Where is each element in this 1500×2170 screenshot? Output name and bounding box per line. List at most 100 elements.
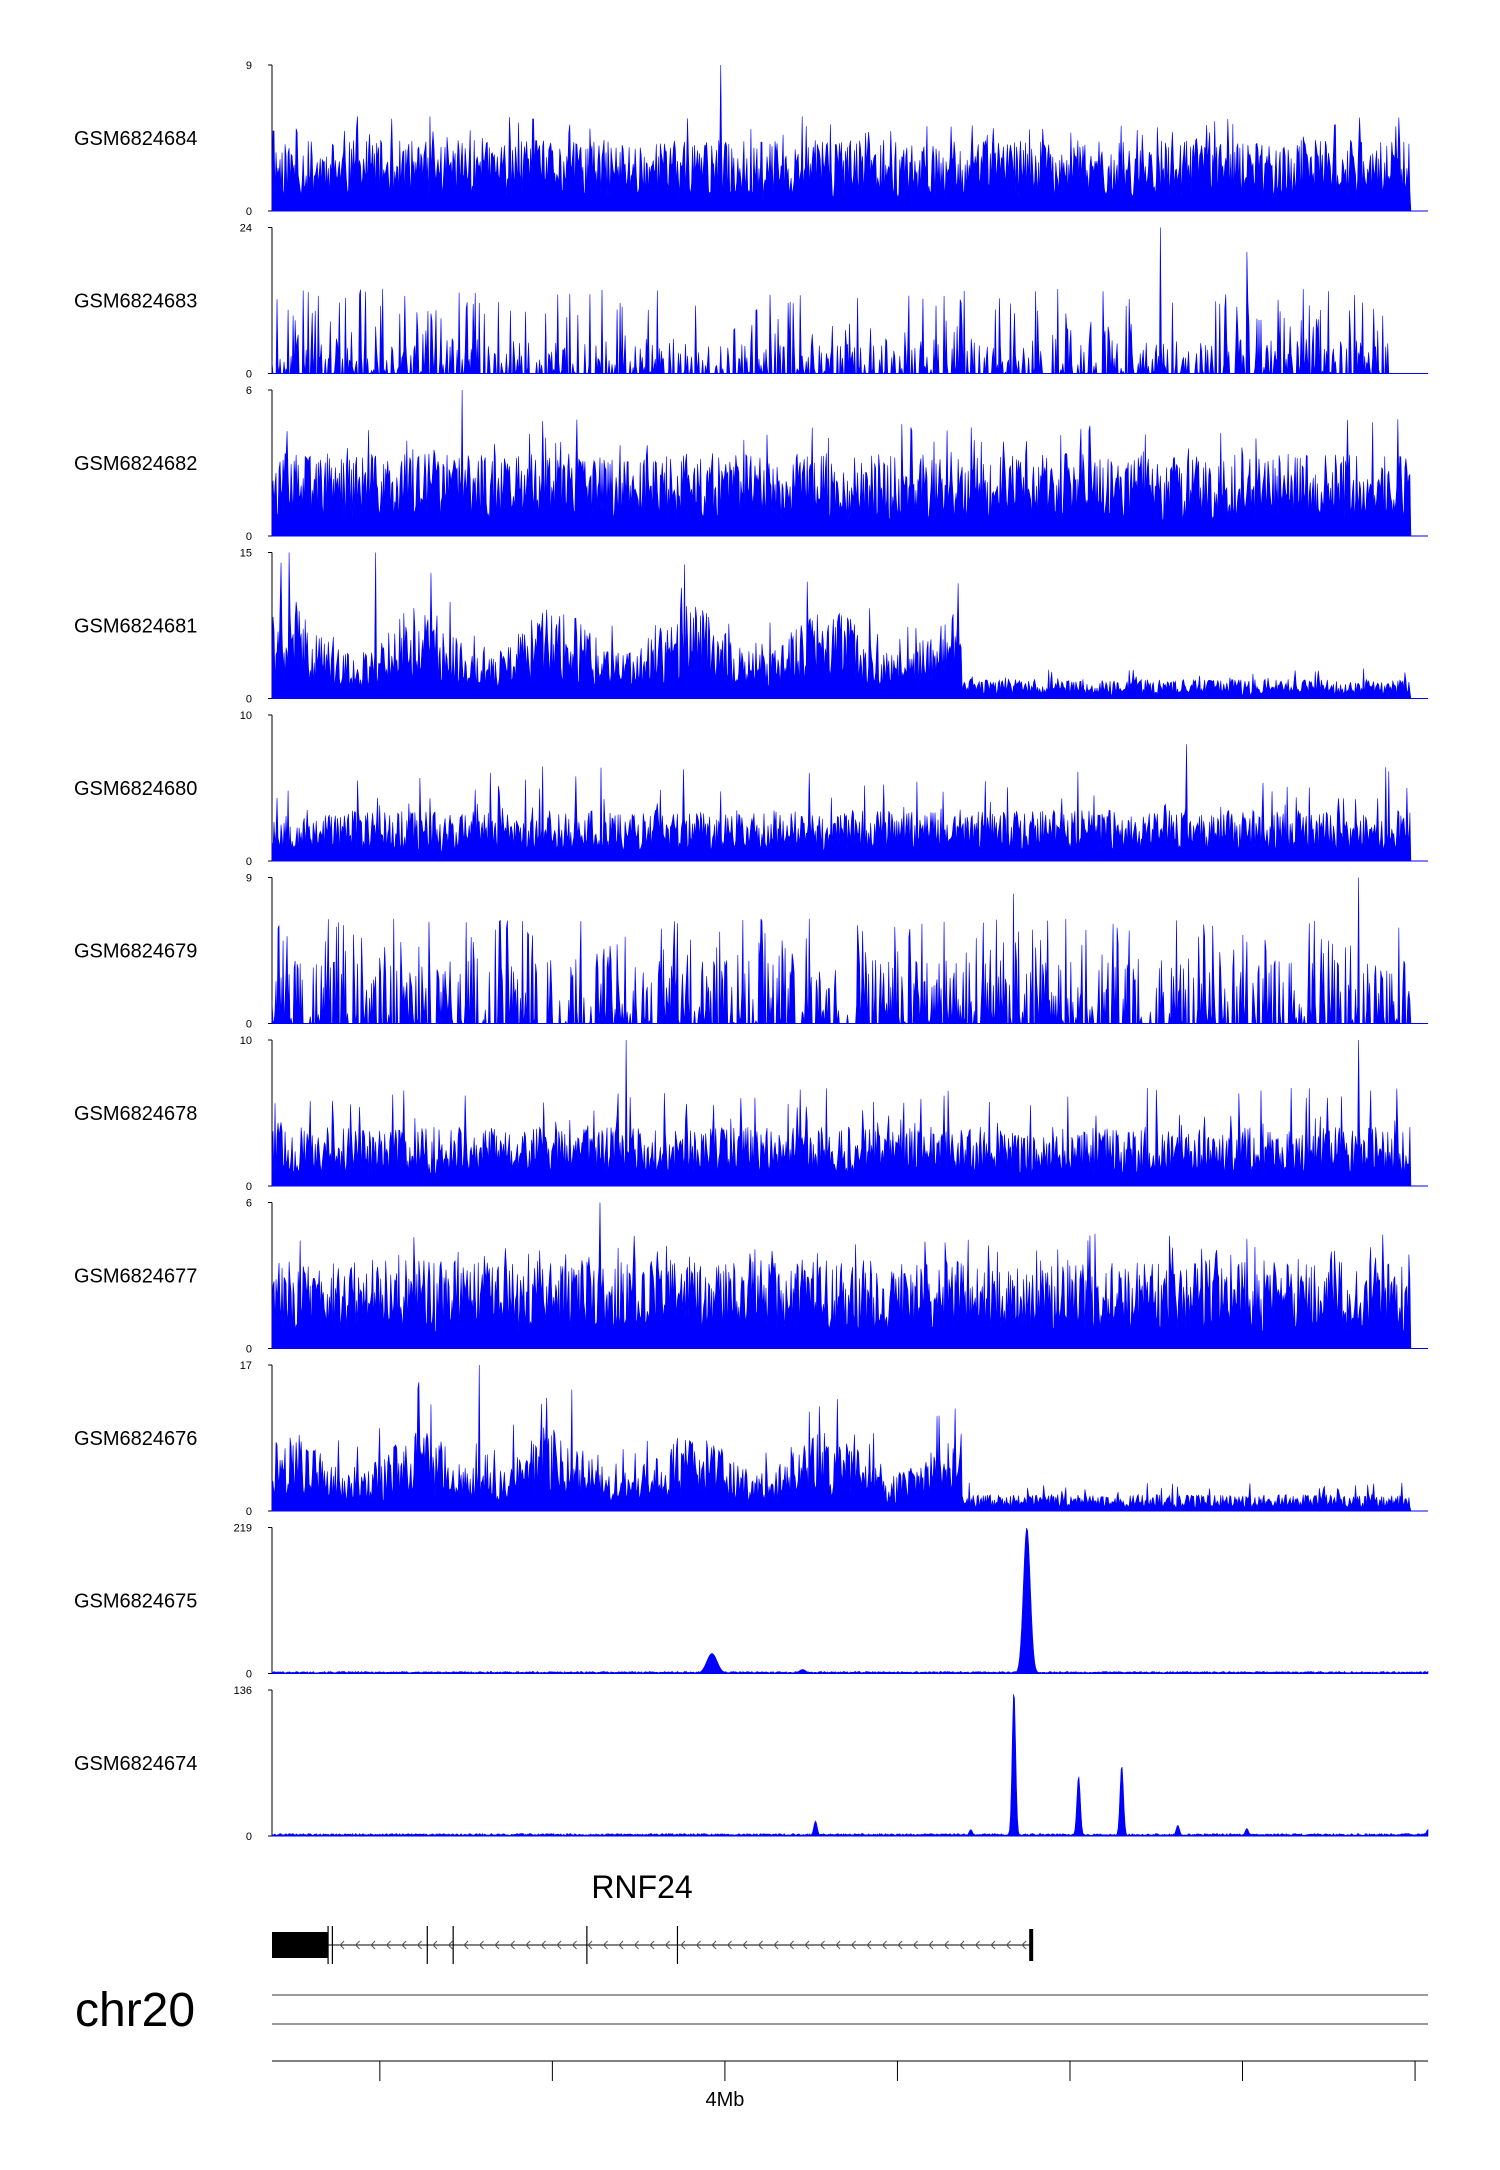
strand-arrow [401, 1940, 407, 1950]
strand-arrow [556, 1940, 562, 1950]
strand-arrow [788, 1940, 794, 1950]
y-min-label: 0 [246, 1669, 252, 1681]
gene-model-rnf24 [272, 1926, 1034, 1964]
strand-arrow [447, 1940, 453, 1950]
y-max-label: 6 [246, 1198, 252, 1210]
strand-arrow [664, 1940, 670, 1950]
signal-area-GSM6824680 [271, 744, 1428, 862]
track-label: GSM6824682 [74, 453, 197, 475]
signal-area-GSM6824677 [271, 1202, 1428, 1349]
track-label: GSM6824678 [74, 1103, 197, 1125]
track-label: GSM6824676 [74, 1428, 197, 1450]
strand-arrow [339, 1940, 345, 1950]
strand-arrow [494, 1940, 500, 1950]
strand-arrow [897, 1940, 903, 1950]
strand-arrow [819, 1940, 825, 1950]
track-GSM6824676: GSM6824676 17 0 [74, 1360, 1428, 1518]
strand-arrow [649, 1940, 655, 1950]
track-GSM6824674: GSM6824674 136 0 [74, 1685, 1429, 1843]
signal-area-GSM6824678 [271, 1039, 1428, 1187]
y-min-label: 0 [246, 206, 252, 218]
y-min-label: 0 [246, 1019, 252, 1031]
x-axis-tick-label: 4Mb [705, 2089, 744, 2111]
signal-area-GSM6824681 [271, 552, 1428, 699]
strand-arrow [385, 1940, 391, 1950]
strand-arrow [757, 1940, 763, 1950]
strand-arrow [416, 1940, 422, 1950]
y-min-label: 0 [246, 1831, 252, 1843]
strand-arrow [571, 1940, 577, 1950]
strand-arrow [835, 1940, 841, 1950]
track-GSM6824679: GSM6824679 9 0 [74, 873, 1428, 1031]
strand-arrow [1021, 1940, 1027, 1950]
strand-arrow [850, 1940, 856, 1950]
signal-area-GSM6824683 [271, 227, 1428, 375]
strand-arrow [370, 1940, 376, 1950]
y-max-label: 136 [234, 1685, 252, 1697]
track-label: GSM6824679 [74, 941, 197, 963]
track-label: GSM6824684 [74, 128, 197, 150]
y-min-label: 0 [246, 369, 252, 381]
strand-arrow [680, 1940, 686, 1950]
y-max-label: 15 [240, 548, 252, 560]
track-label: GSM6824677 [74, 1266, 197, 1288]
strand-arrow [618, 1940, 624, 1950]
strand-arrow [432, 1940, 438, 1950]
strand-arrow [463, 1940, 469, 1950]
y-min-label: 0 [246, 1181, 252, 1193]
signal-tracks: GSM682468490GSM6824683240GSM682468260GSM… [74, 60, 1429, 1843]
strand-arrow [912, 1940, 918, 1950]
y-max-label: 9 [246, 873, 252, 885]
strand-arrow [881, 1940, 887, 1950]
y-min-label: 0 [246, 1506, 252, 1518]
strand-arrow [695, 1940, 701, 1950]
strand-arrow [974, 1940, 980, 1950]
signal-area-GSM6824676 [271, 1364, 1428, 1512]
signal-area-GSM6824684 [271, 64, 1428, 212]
strand-arrow [525, 1940, 531, 1950]
gene-track: RNF24 [272, 1869, 1034, 1964]
signal-area-GSM6824682 [271, 389, 1428, 537]
strand-arrow [602, 1940, 608, 1950]
strand-arrow [990, 1940, 996, 1950]
track-GSM6824677: GSM6824677 6 0 [74, 1198, 1428, 1356]
strand-arrow [633, 1940, 639, 1950]
strand-arrow [711, 1940, 717, 1950]
chromosome-axis: chr20 4Mb [75, 1984, 1428, 2111]
y-min-label: 0 [246, 694, 252, 706]
y-min-label: 0 [246, 531, 252, 543]
strand-arrow [959, 1940, 965, 1950]
strand-arrow [540, 1940, 546, 1950]
y-max-label: 10 [240, 710, 252, 722]
track-GSM6824675: GSM6824675 219 0 [74, 1523, 1429, 1681]
track-label: GSM6824674 [74, 1753, 197, 1775]
gene-utr-block [272, 1932, 329, 1958]
strand-arrow [478, 1940, 484, 1950]
track-label: GSM6824675 [74, 1591, 197, 1613]
strand-arrow [943, 1940, 949, 1950]
strand-arrow [509, 1940, 515, 1950]
y-max-label: 219 [234, 1523, 252, 1535]
strand-arrow [742, 1940, 748, 1950]
strand-arrow [773, 1940, 779, 1950]
track-GSM6824681: GSM6824681 15 0 [74, 548, 1428, 706]
y-max-label: 10 [240, 1035, 252, 1047]
strand-arrow [726, 1940, 732, 1950]
y-min-label: 0 [246, 856, 252, 868]
y-max-label: 6 [246, 385, 252, 397]
y-min-label: 0 [246, 1344, 252, 1356]
strand-arrow [804, 1940, 810, 1950]
track-label: GSM6824683 [74, 291, 197, 313]
track-GSM6824682: GSM6824682 6 0 [74, 385, 1428, 543]
y-max-label: 24 [240, 223, 252, 235]
strand-arrow [1005, 1940, 1011, 1950]
x-axis-ticks: 4Mb [379, 2061, 1416, 2111]
strand-arrow [587, 1940, 593, 1950]
strand-arrow [354, 1940, 360, 1950]
strand-arrow [928, 1940, 934, 1950]
track-GSM6824680: GSM6824680 10 0 [74, 710, 1428, 868]
signal-area-GSM6824674 [271, 1694, 1429, 1837]
strand-arrow [866, 1940, 872, 1950]
signal-area-GSM6824675 [271, 1527, 1429, 1674]
